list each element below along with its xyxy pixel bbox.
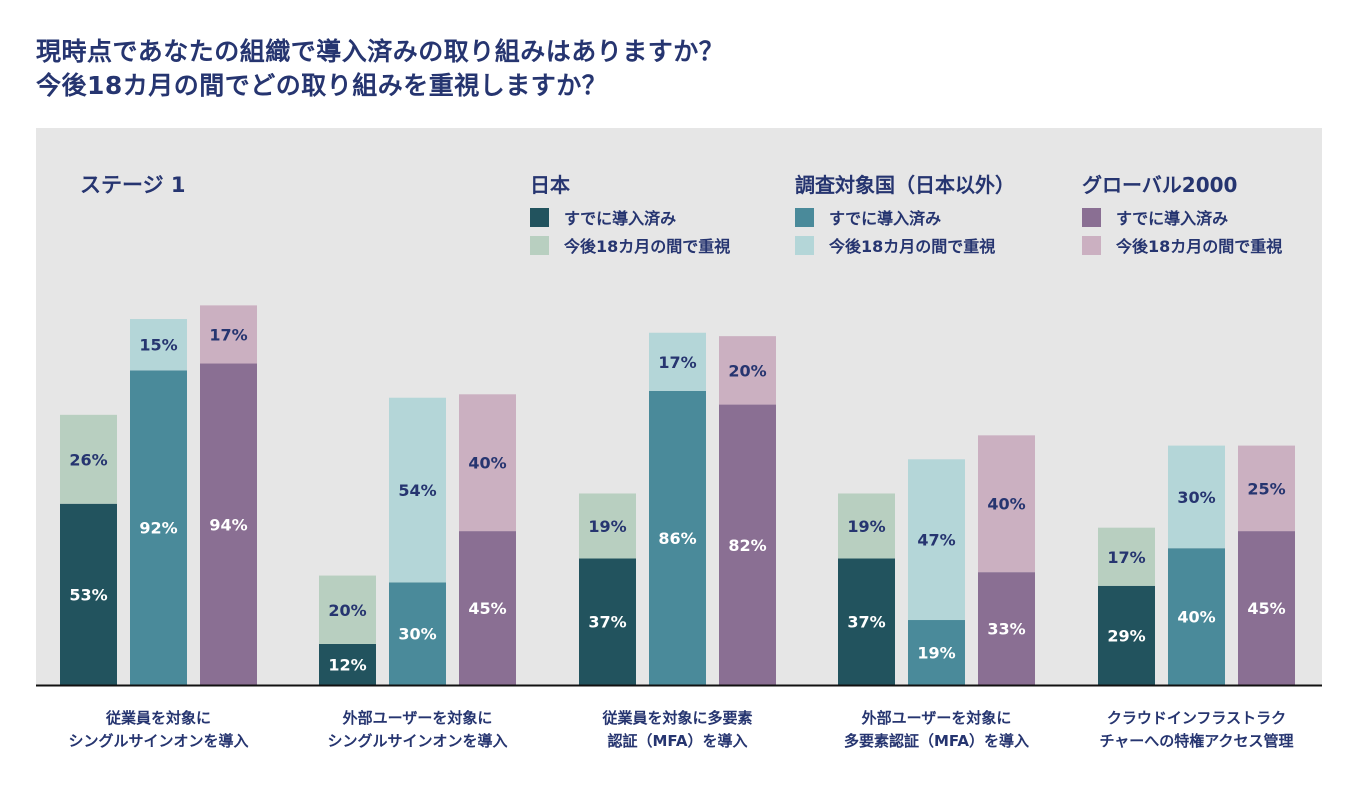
chart-title-line-2: 今後18カ月の間でどの取り組みを重視しますか？ [36, 71, 608, 100]
bar-implemented [579, 558, 636, 685]
bar-planned [200, 305, 257, 364]
legend-title: 調査対象国（日本以外） [795, 173, 1015, 197]
bar-implemented [319, 643, 376, 685]
category-label: 従業員を対象に多要素 [601, 709, 752, 727]
bar-planned [838, 493, 895, 559]
bar-implemented [459, 531, 516, 685]
data-label-implemented: 45% [1247, 599, 1285, 618]
legend-swatch [530, 236, 549, 255]
category-label: 外部ユーザーを対象に [342, 709, 493, 727]
data-label-planned: 40% [468, 454, 506, 473]
bar-implemented [719, 404, 776, 685]
bar-planned [1238, 445, 1295, 532]
chart-title-line-1: 現時点であなたの組織で導入済みの取り組みはありますか？ [36, 37, 725, 66]
bar-planned [649, 332, 706, 391]
category-label: 多要素認証（MFA）を導入 [844, 732, 1029, 750]
bar-implemented [978, 572, 1035, 685]
category-label: クラウドインフラストラク [1107, 709, 1286, 727]
data-label-implemented: 30% [398, 625, 436, 644]
panel-label: ステージ 1 [80, 173, 186, 197]
data-label-implemented: 92% [139, 519, 177, 538]
legend-swatch [1082, 236, 1101, 255]
data-label-planned: 15% [139, 336, 177, 355]
data-label-implemented: 40% [1177, 608, 1215, 627]
data-label-implemented: 86% [658, 529, 696, 548]
bar-planned [459, 394, 516, 532]
bar-implemented [60, 503, 117, 685]
category-label: チャーへの特権アクセス管理 [1099, 732, 1293, 750]
legend-label: すでに導入済み [1116, 209, 1228, 228]
bar-implemented [1238, 531, 1295, 685]
bar-implemented [649, 390, 706, 685]
bar-planned [719, 336, 776, 405]
category-label: 認証（MFA）を導入 [607, 732, 747, 750]
bar-implemented [389, 582, 446, 685]
bar-planned [908, 459, 965, 621]
bar-implemented [908, 620, 965, 685]
legend-title: 日本 [530, 173, 570, 197]
bar-planned [130, 319, 187, 371]
data-label-planned: 20% [728, 361, 766, 380]
data-label-implemented: 82% [728, 536, 766, 555]
data-label-planned: 40% [987, 495, 1025, 514]
bar-planned [60, 414, 117, 504]
bar-implemented [838, 558, 895, 685]
data-label-implemented: 12% [328, 655, 366, 674]
bar-planned [579, 493, 636, 559]
legend-swatch [530, 208, 549, 227]
legend-label: すでに導入済み [564, 209, 676, 228]
data-label-implemented: 29% [1107, 626, 1145, 645]
legend-title: グローバル2000 [1082, 173, 1237, 197]
legend-swatch [1082, 208, 1101, 227]
data-label-planned: 17% [209, 325, 247, 344]
data-label-implemented: 33% [987, 620, 1025, 639]
data-label-planned: 25% [1247, 479, 1285, 498]
bar-implemented [1098, 585, 1155, 685]
data-label-planned: 17% [1107, 548, 1145, 567]
data-label-implemented: 53% [69, 585, 107, 604]
legend-swatch [795, 236, 814, 255]
data-label-planned: 17% [658, 353, 696, 372]
bar-implemented [1168, 548, 1225, 685]
legend-swatch [795, 208, 814, 227]
legend-label: すでに導入済み [829, 209, 941, 228]
data-label-planned: 19% [847, 517, 885, 536]
legend-label: 今後18カ月の間で重視 [563, 237, 730, 256]
data-label-implemented: 37% [588, 613, 626, 632]
bar-implemented [130, 370, 187, 685]
data-label-implemented: 37% [847, 613, 885, 632]
data-label-implemented: 19% [917, 644, 955, 663]
legend-label: 今後18カ月の間で重視 [1115, 237, 1282, 256]
data-label-planned: 30% [1177, 488, 1215, 507]
data-label-implemented: 45% [468, 599, 506, 618]
category-label: 外部ユーザーを対象に [861, 709, 1012, 727]
bar-planned [1168, 445, 1225, 549]
category-label: 従業員を対象に [105, 709, 211, 727]
category-label: シングルサインオンを導入 [327, 732, 507, 750]
bar-planned [978, 435, 1035, 573]
data-label-planned: 26% [69, 450, 107, 469]
legend-label: 今後18カ月の間で重視 [828, 237, 995, 256]
data-label-planned: 19% [588, 517, 626, 536]
bar-implemented [200, 363, 257, 685]
bar-planned [1098, 527, 1155, 586]
bar-planned [319, 575, 376, 644]
data-label-planned: 47% [917, 531, 955, 550]
data-label-planned: 54% [398, 481, 436, 500]
data-label-planned: 20% [328, 601, 366, 620]
data-label-implemented: 94% [209, 515, 247, 534]
bar-planned [389, 397, 446, 583]
category-label: シングルサインオンを導入 [68, 732, 248, 750]
